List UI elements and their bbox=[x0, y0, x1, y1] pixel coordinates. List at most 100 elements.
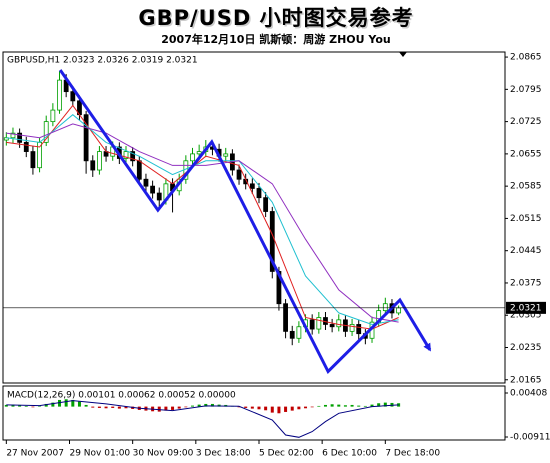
x-tick-label: 29 Nov 01:00 bbox=[69, 449, 130, 459]
y-tick-label: -0.00911 bbox=[510, 432, 550, 442]
candle-body bbox=[329, 324, 335, 328]
moving-average bbox=[6, 104, 399, 330]
candle-body bbox=[283, 303, 288, 332]
candle-body bbox=[57, 79, 62, 111]
candle-body bbox=[136, 160, 142, 180]
macd-bar bbox=[284, 406, 288, 412]
macd-bar bbox=[204, 403, 208, 407]
candle-body bbox=[83, 114, 89, 162]
candle-body bbox=[30, 151, 36, 169]
x-tick-label: 6 Dec 10:00 bbox=[322, 449, 377, 459]
candle-body bbox=[396, 307, 402, 314]
y-tick-label: 2.0165 bbox=[510, 375, 542, 385]
candle-body bbox=[123, 151, 129, 159]
macd-bar bbox=[11, 404, 15, 407]
y-tick-label: 2.0795 bbox=[510, 85, 542, 95]
macd-bar bbox=[304, 406, 308, 409]
y-tick-label: 2.0725 bbox=[510, 117, 542, 127]
x-tick-label: 3 Dec 18:00 bbox=[196, 449, 251, 459]
candle-body bbox=[90, 160, 96, 171]
candle-body bbox=[269, 211, 275, 272]
x-tick-label: 30 Nov 09:00 bbox=[133, 449, 194, 459]
price-panel bbox=[2, 51, 506, 384]
candle-body bbox=[336, 319, 342, 328]
y-tick-label: 0.00408 bbox=[510, 389, 547, 399]
macd-bar bbox=[71, 399, 75, 407]
candle-body bbox=[256, 188, 262, 199]
macd-bar bbox=[164, 406, 168, 411]
candle-body bbox=[150, 185, 156, 194]
macd-bar bbox=[237, 406, 241, 408]
candle-body bbox=[143, 178, 149, 187]
macd-bar bbox=[190, 405, 194, 407]
candle-body bbox=[223, 153, 229, 157]
macd-bar bbox=[257, 406, 261, 410]
y-tick-label: 2.0585 bbox=[510, 182, 542, 192]
macd-bar bbox=[38, 406, 42, 407]
x-tick-label: 27 Nov 2007 bbox=[6, 449, 64, 459]
macd-bar bbox=[84, 404, 88, 407]
macd-bar bbox=[250, 406, 254, 409]
macd-bar bbox=[297, 406, 301, 410]
candle-body bbox=[190, 153, 195, 162]
macd-bar bbox=[197, 404, 201, 407]
macd-bar bbox=[51, 402, 55, 407]
macd-bar bbox=[104, 406, 108, 409]
macd-bar bbox=[210, 403, 214, 407]
macd-bar bbox=[18, 405, 22, 407]
candle-body bbox=[236, 169, 242, 180]
macd-bar bbox=[264, 406, 268, 411]
candle-body bbox=[43, 121, 49, 143]
candle-body bbox=[196, 151, 202, 155]
panel-header: MACD(12,26,9) 0.00101 0.00062 0.00052 0.… bbox=[7, 391, 236, 401]
y-tick-label: 2.0375 bbox=[510, 278, 542, 288]
macd-bar bbox=[270, 406, 274, 413]
macd-panel bbox=[2, 385, 506, 441]
macd-bar bbox=[4, 404, 8, 407]
candle-body bbox=[316, 317, 322, 330]
y-tick-label: 2.0305 bbox=[510, 311, 542, 321]
macd-bar bbox=[77, 401, 81, 407]
macd-bar bbox=[177, 406, 181, 409]
macd-bar bbox=[350, 404, 354, 407]
macd-bar bbox=[370, 404, 374, 407]
macd-bar bbox=[290, 406, 294, 411]
y-tick-label: 2.0445 bbox=[510, 246, 542, 256]
chart-title: GBP/USD 小时图交易参考 bbox=[140, 8, 415, 32]
candle-body bbox=[289, 330, 295, 339]
macd-bar bbox=[244, 406, 248, 408]
shift-marker bbox=[399, 52, 407, 57]
macd-bar bbox=[97, 406, 101, 408]
macd-bar bbox=[111, 406, 115, 408]
macd-bar bbox=[277, 406, 281, 414]
macd-bar bbox=[157, 406, 161, 412]
candle-body bbox=[349, 324, 355, 332]
candle-body bbox=[70, 91, 76, 102]
y-tick-label: 2.0865 bbox=[510, 53, 542, 63]
candle-body bbox=[37, 141, 42, 169]
macd-bar bbox=[24, 405, 28, 407]
candle-body bbox=[17, 132, 23, 143]
current-price-box bbox=[506, 301, 546, 314]
macd-bar bbox=[91, 406, 95, 408]
y-tick-label: 2.0235 bbox=[510, 343, 542, 353]
macd-bar bbox=[343, 405, 347, 407]
y-tick-label: 2.0515 bbox=[510, 214, 542, 224]
panel-header: GBPUSD,H1 2.0323 2.0326 2.0319 2.0321 bbox=[7, 56, 198, 66]
macd-bar bbox=[31, 406, 35, 408]
macd-bar bbox=[117, 406, 121, 409]
candle-body bbox=[23, 141, 29, 152]
macd-bar bbox=[310, 406, 314, 408]
candle-body bbox=[382, 303, 388, 312]
trend-line bbox=[58, 69, 432, 375]
candle-body bbox=[309, 319, 315, 330]
macd-bar bbox=[377, 403, 381, 407]
macd-bar bbox=[397, 403, 401, 407]
macd-bar bbox=[357, 405, 361, 407]
x-tick-label: 7 Dec 18:00 bbox=[385, 449, 440, 459]
chart-subtitle: 2007年12月10日 凯斯顿：周游 ZHOU You bbox=[161, 32, 391, 46]
candle-body bbox=[130, 151, 136, 162]
candle-body bbox=[263, 197, 269, 212]
candle-body bbox=[296, 326, 302, 339]
